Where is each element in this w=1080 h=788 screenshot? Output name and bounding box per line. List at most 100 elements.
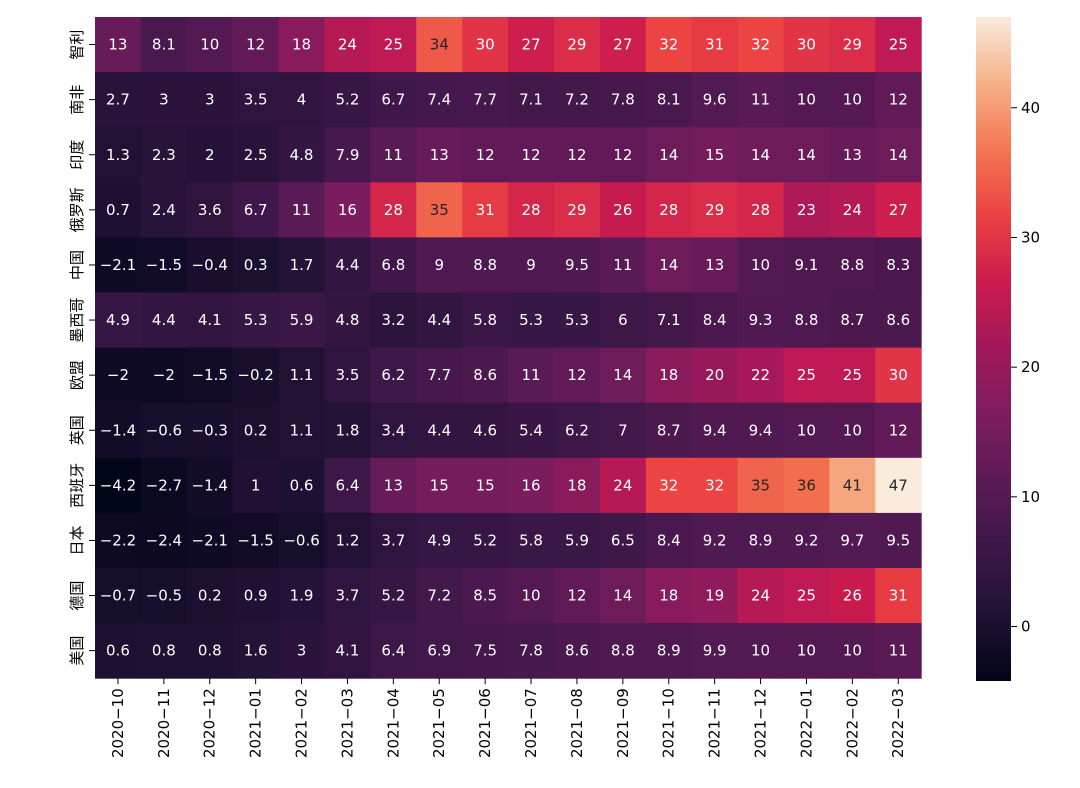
heatmap-cell — [508, 347, 555, 404]
cell-label: 8.4 — [703, 311, 727, 329]
heatmap-cell — [278, 182, 325, 238]
heatmap-cell — [370, 237, 417, 293]
cell-label: −0.7 — [100, 587, 136, 605]
cell-label: −4.2 — [100, 476, 136, 494]
cell-label: 8.6 — [473, 366, 497, 384]
heatmap-cell — [278, 568, 325, 624]
cell-label: 36 — [797, 476, 816, 494]
cell-label: 2 — [205, 146, 215, 164]
cell-label: 4.8 — [336, 311, 360, 329]
cell-label: 24 — [338, 36, 357, 54]
heatmap-cell — [232, 127, 280, 183]
heatmap-cell — [554, 17, 601, 73]
heatmap-cell — [416, 347, 463, 404]
cell-label: 5.2 — [473, 531, 497, 549]
cell-label: 13 — [843, 146, 862, 164]
heatmap-cell — [737, 127, 784, 183]
cell-label: 7.7 — [473, 91, 497, 109]
heatmap-cell — [737, 17, 784, 73]
cell-label: 27 — [522, 36, 541, 54]
heatmap-cell — [783, 347, 830, 404]
x-tick-label: 2021−06 — [476, 688, 494, 758]
heatmap-cell — [186, 568, 234, 624]
cell-label: 13 — [384, 476, 403, 494]
heatmap-cell — [416, 127, 463, 183]
cell-label: 10 — [797, 91, 816, 109]
cell-label: 1.7 — [290, 256, 314, 274]
heatmap-cell — [232, 72, 280, 128]
cell-label: 13 — [108, 36, 127, 54]
heatmap-cell — [829, 568, 876, 624]
cell-label: 0.2 — [244, 421, 268, 439]
cell-label: 16 — [522, 476, 541, 494]
heatmap-cell — [324, 568, 371, 624]
heatmap-cell — [370, 623, 417, 679]
cell-label: 10 — [200, 36, 219, 54]
heatmap-cell — [95, 292, 142, 349]
cell-label: 23 — [797, 201, 816, 219]
heatmap-cell — [462, 402, 509, 459]
heatmap-cell — [324, 402, 371, 459]
heatmap-cell — [462, 347, 509, 404]
cell-label: 0.8 — [152, 642, 176, 660]
cell-label: −2 — [107, 366, 129, 384]
x-tick-label: 2021−02 — [293, 688, 311, 758]
cell-label: 0.6 — [290, 476, 314, 494]
cell-label: 12 — [613, 146, 632, 164]
cell-label: 5.8 — [519, 531, 543, 549]
cell-label: 8.8 — [611, 642, 635, 660]
heatmap-cell — [416, 623, 463, 679]
heatmap-cell — [95, 72, 142, 128]
cell-label: 0.7 — [106, 201, 130, 219]
heatmap-cell — [370, 347, 417, 404]
cell-label: 0.6 — [106, 642, 130, 660]
heatmap-cell — [278, 127, 325, 183]
heatmap-cell — [232, 182, 280, 238]
heatmap-cell — [140, 347, 188, 404]
cell-label: 35 — [430, 201, 449, 219]
cell-label: 3.5 — [336, 366, 360, 384]
cell-label: 8.6 — [565, 642, 589, 660]
cell-label: 11 — [384, 146, 403, 164]
y-tick-label: 俄罗斯 — [68, 187, 86, 232]
cell-label: 7.5 — [473, 642, 497, 660]
heatmap-cell — [232, 512, 280, 569]
heatmap-cell — [370, 457, 417, 514]
cell-label: −1.5 — [146, 256, 182, 274]
heatmap-cell — [278, 347, 325, 404]
heatmap-cell — [783, 568, 830, 624]
cell-label: 18 — [567, 476, 586, 494]
heatmap-cell — [875, 292, 922, 349]
cell-label: 3 — [205, 91, 215, 109]
cell-label: 7.2 — [565, 91, 589, 109]
cell-label: 6.4 — [381, 642, 405, 660]
heatmap-cell — [95, 512, 142, 569]
x-tick-label: 2020−10 — [109, 688, 127, 758]
heatmap-cell — [645, 623, 693, 679]
cell-label: −0.2 — [237, 366, 273, 384]
heatmap-cell — [554, 402, 601, 459]
heatmap-cell — [232, 237, 280, 293]
cell-label: 20 — [705, 366, 724, 384]
cell-label: 9.1 — [795, 256, 819, 274]
heatmap-cell — [95, 17, 142, 73]
heatmap-cell — [829, 182, 876, 238]
heatmap-cell — [370, 292, 417, 349]
heatmap-cell — [462, 237, 509, 293]
x-axis: 2020−10 2020−11 2020−12 2021−01 2021−02 2021−… — [109, 678, 907, 758]
cell-label: 24 — [613, 476, 632, 494]
cell-label: 9.2 — [795, 531, 819, 549]
heatmap-cell — [783, 402, 830, 459]
cell-label: 12 — [246, 36, 265, 54]
cell-label: 13 — [430, 146, 449, 164]
heatmap-cell — [875, 402, 922, 459]
heatmap-cell — [554, 347, 601, 404]
heatmap-cell — [737, 457, 784, 514]
cell-label: 10 — [797, 421, 816, 439]
x-tick-label: 2022−03 — [889, 688, 907, 758]
heatmap-cell — [462, 568, 509, 624]
cell-label: 32 — [659, 36, 678, 54]
heatmap-cell — [95, 402, 142, 459]
cell-label: 28 — [751, 201, 770, 219]
heatmap-cell — [645, 182, 693, 238]
